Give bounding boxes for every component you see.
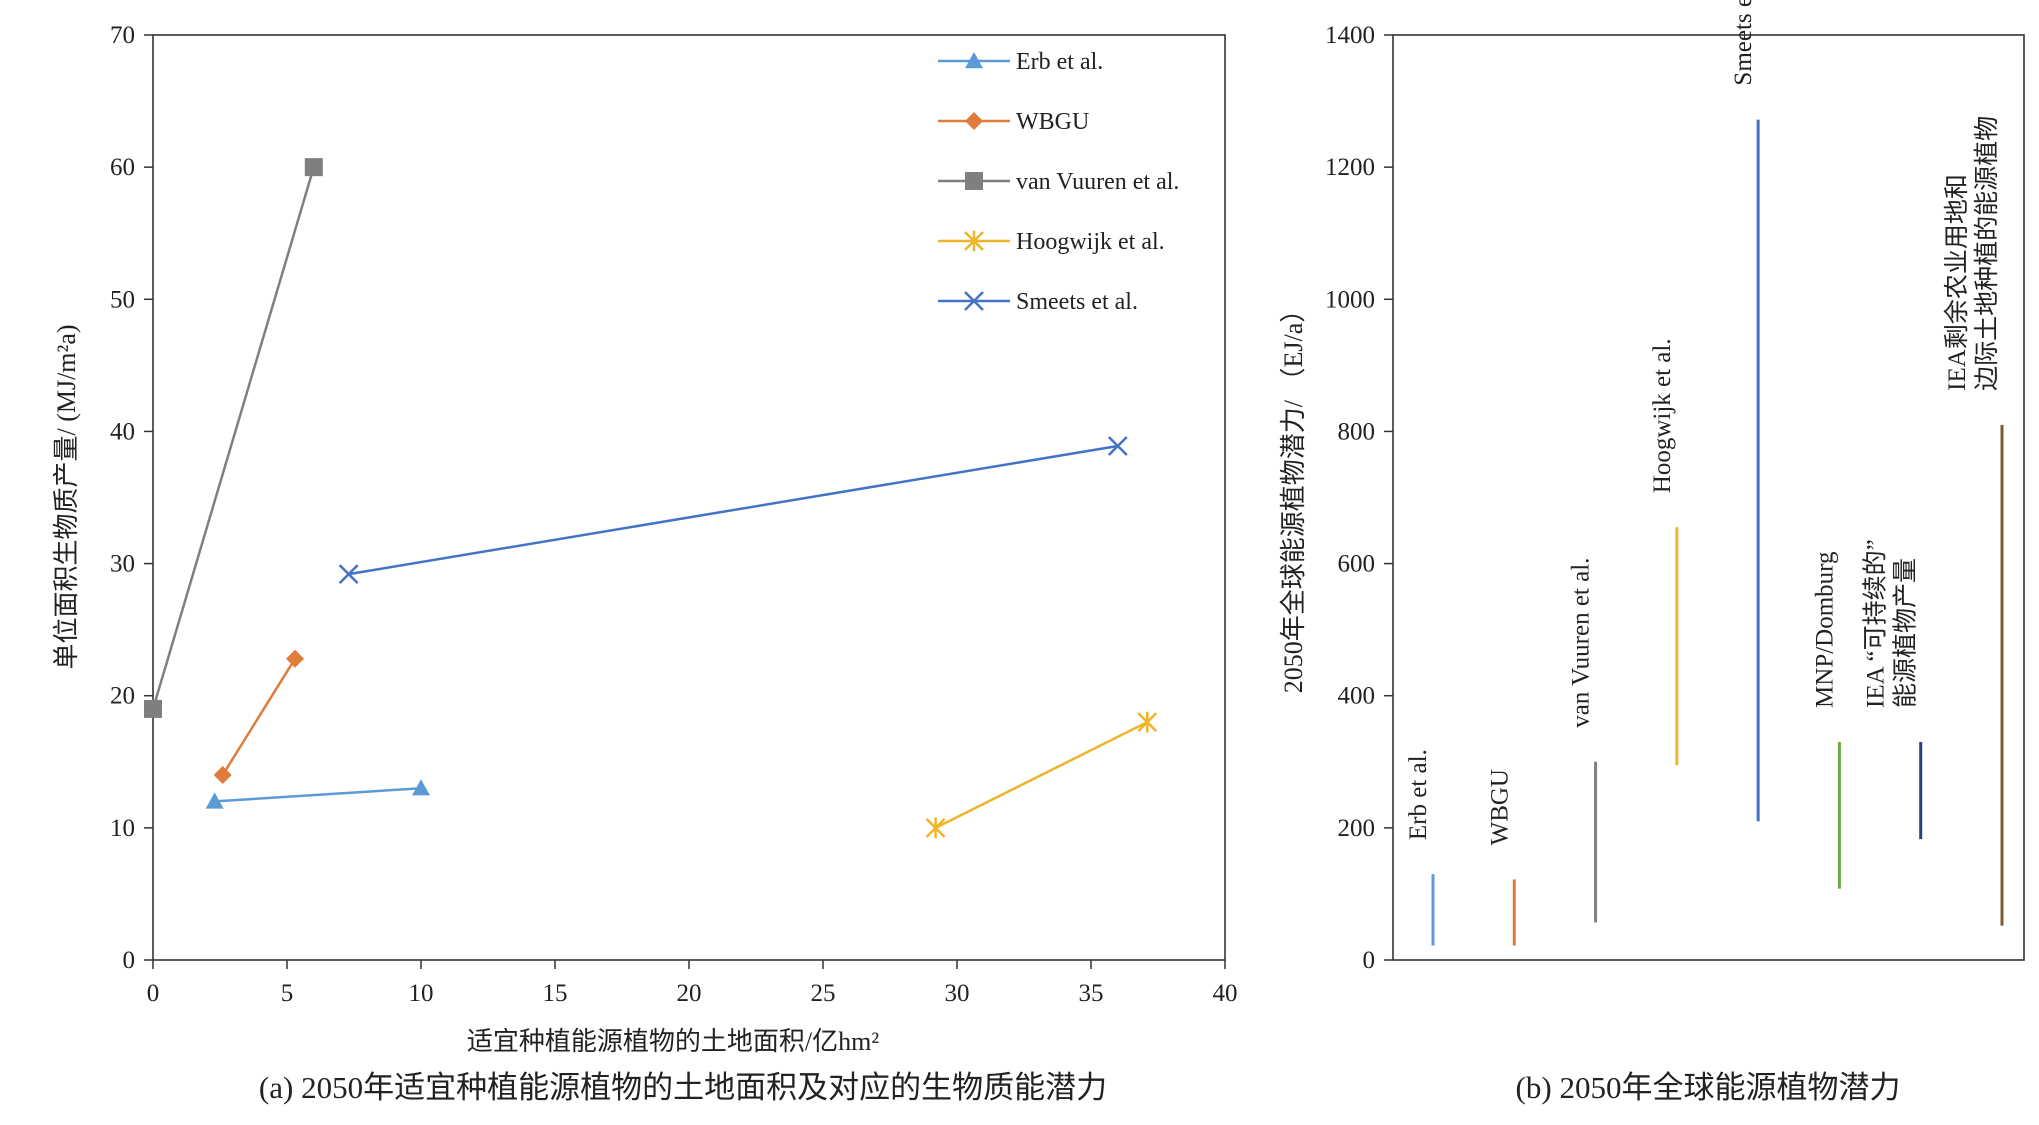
panel-b-caption: (b) 2050年全球能源植物潜力: [1516, 1070, 1901, 1105]
legend-marker: [965, 172, 983, 190]
panel-a-line-chart: 0 10 20 30 40 50 60 70 0 5 10 15 20 25 30 35 40 Erb et …: [52, 22, 1238, 1105]
legend-label: WBGU: [1016, 109, 1089, 135]
legend-marker: [965, 112, 983, 130]
series-line: [935, 721, 1148, 829]
range-label: MNP/Domburg: [1811, 551, 1838, 708]
panel-b-y-tick-label: 1400: [1325, 22, 1375, 49]
range-label: 边际土地种植的能源植物: [1973, 116, 2001, 391]
series-line: [348, 444, 1119, 576]
panel-a-x-tick-label: 20: [677, 980, 702, 1007]
panel-a-x-ticks: 0 5 10 15 20 25 30 35 40: [147, 960, 1238, 1007]
panel-b-range-chart: 0 200 400 600 800 1000 1200 1400 Erb et al. WBGU…: [1279, 0, 2025, 1105]
panel-b-y-tick-label: 200: [1338, 815, 1376, 842]
panel-b-y-tick-label: 0: [1363, 947, 1376, 974]
panel-b-ranges: Erb et al. WBGU van Vuuren et al. Hoogwijk …: [1405, 0, 2004, 946]
panel-a-x-tick-label: 5: [281, 980, 294, 1007]
range-label: 能源植物产量: [1892, 558, 1920, 708]
panel-a-x-tick-label: 15: [543, 980, 568, 1007]
range-label: IEA “可持续的”: [1862, 539, 1890, 708]
data-point-marker: [1137, 711, 1158, 733]
data-point-marker: [925, 817, 946, 839]
series-line: [214, 786, 422, 803]
series-line: [221, 658, 297, 776]
legend-label: Hoogwijk et al.: [1016, 229, 1165, 255]
panel-b-y-tick-label: 600: [1338, 551, 1376, 578]
panel-a-x-tick-label: 35: [1079, 980, 1104, 1007]
panel-a-y-ticks: 0 10 20 30 40 50 60 70: [110, 22, 153, 974]
legend-label: Smeets et al.: [1016, 289, 1138, 315]
panel-b-y-tick-label: 800: [1338, 418, 1376, 445]
data-point-marker: [1107, 436, 1128, 456]
panel-a-y-tick-label: 70: [110, 22, 135, 49]
legend-label: Erb et al.: [1016, 49, 1103, 75]
panel-a-x-tick-label: 10: [409, 980, 434, 1007]
data-point-marker: [213, 766, 232, 784]
panel-a-y-tick-label: 30: [110, 551, 135, 578]
legend-marker: [965, 52, 983, 69]
panel-a-x-tick-label: 30: [945, 980, 970, 1007]
panel-a-caption: (a) 2050年适宜种植能源植物的土地面积及对应的生物质能潜力: [259, 1070, 1107, 1105]
panel-a-y-tick-label: 0: [123, 947, 136, 974]
legend-label: van Vuuren et al.: [1016, 169, 1179, 195]
legend-marker: [964, 230, 984, 252]
series-line: [151, 166, 315, 710]
panel-a-y-tick-label: 20: [110, 683, 135, 710]
panel-b-y-axis-title: 2050年全球能源植物潜力/ （EJ/a）: [1279, 297, 1308, 694]
panel-b-y-tick-label: 1000: [1325, 286, 1375, 313]
range-label: IEA剩余农业用地和: [1943, 174, 1971, 391]
panel-a-x-tick-label: 0: [147, 980, 160, 1007]
panel-b-y-tick-label: 1200: [1325, 154, 1375, 181]
panel-a-x-axis-title: 适宜种植能源植物的土地面积/亿hm²: [467, 1027, 879, 1056]
panel-a-y-tick-label: 10: [110, 815, 135, 842]
data-point-marker: [205, 792, 224, 809]
data-point-marker: [304, 158, 323, 177]
range-label: van Vuuren et al.: [1568, 558, 1595, 728]
panel-a-x-tick-label: 25: [811, 980, 836, 1007]
data-point-marker: [144, 699, 162, 718]
panel-b-y-ticks: 0 200 400 600 800 1000 1200 1400: [1325, 22, 1393, 974]
panel-a-y-tick-label: 50: [110, 286, 135, 313]
panel-a-x-tick-label: 40: [1213, 980, 1238, 1007]
panel-a-y-axis-title: 单位面积生物质产量/ (MJ/m²a): [52, 324, 81, 669]
data-point-marker: [412, 779, 430, 796]
legend-marker: [964, 291, 984, 311]
range-label: Erb et al.: [1405, 749, 1432, 840]
range-label: Hoogwijk et al.: [1649, 338, 1676, 493]
panel-a-y-tick-label: 60: [110, 154, 135, 181]
panel-b-y-tick-label: 400: [1338, 683, 1376, 710]
panel-a-legend: Erb et al. WBGU van Vuuren et al. Hoogwijk …: [938, 49, 1179, 315]
range-label: Smeets et al.: [1730, 0, 1757, 86]
data-point-marker: [338, 564, 359, 585]
range-label: WBGU: [1486, 769, 1513, 845]
panel-a-y-tick-label: 40: [110, 418, 135, 445]
panel-b-plot-frame: [1392, 34, 2025, 961]
data-point-marker: [286, 649, 305, 668]
panel-a-series: [144, 158, 1158, 839]
